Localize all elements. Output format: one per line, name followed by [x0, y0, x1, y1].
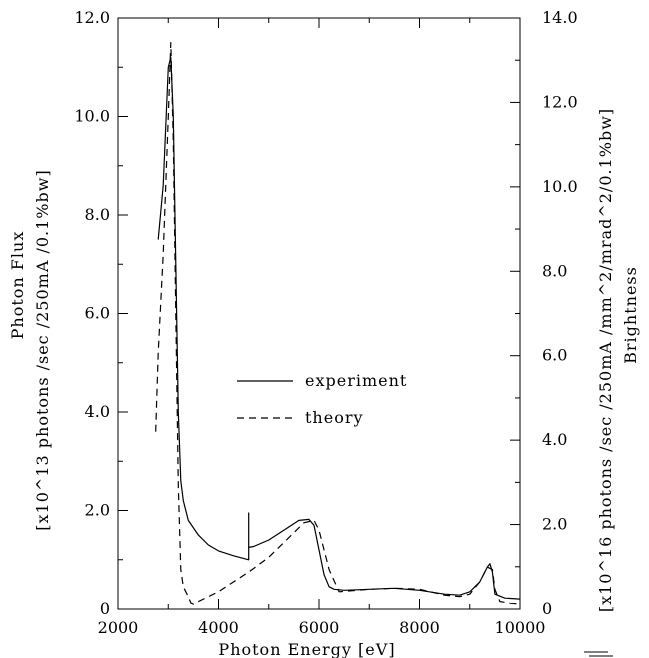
right-y-tick-label: 10.0 [542, 177, 578, 196]
x-tick-label: 6000 [299, 618, 340, 637]
series-line-experiment [157, 56, 521, 600]
right-y-tick-label: 4.0 [542, 430, 567, 449]
left-y-tick-label: 12.0 [74, 8, 110, 27]
series-line-theory [155, 42, 521, 605]
right-y-tick-label: 12.0 [542, 92, 578, 111]
left-y-tick-label: 10.0 [74, 107, 110, 126]
corner-mark [584, 651, 613, 657]
right-y-tick-label: 2.0 [542, 515, 567, 534]
legend: experiment theory [237, 371, 407, 427]
left-axis-title-line2: [x10^13 photons /sec /250mA /0.1%bw] [33, 169, 52, 530]
left-y-axis-ticks: 0 2.0 4.0 6.0 8.0 10.0 12.0 [74, 8, 128, 618]
x-tick-label: 8000 [399, 618, 440, 637]
left-y-tick-label: 0 [100, 599, 110, 618]
left-axis-title-line1: Photon Flux [8, 231, 27, 340]
right-y-tick-label: 6.0 [542, 346, 567, 365]
plot-frame [117, 17, 521, 610]
right-axis-title-line2: [x10^16 photons /sec /250mA /mm^2/mrad^2… [596, 108, 615, 612]
right-y-tick-label: 8.0 [542, 261, 567, 280]
x-axis-ticks: 2000 4000 6000 8000 10000 [98, 18, 546, 637]
left-y-tick-label: 6.0 [85, 304, 110, 323]
plot-border [117, 17, 521, 610]
legend-label-theory: theory [305, 408, 364, 427]
right-y-axis-ticks: 0 2.0 4.0 6.0 8.0 10.0 12.0 14.0 [510, 8, 578, 618]
x-axis-title: Photon Energy [eV] [218, 640, 395, 658]
x-tick-label: 4000 [198, 618, 239, 637]
left-y-tick-label: 4.0 [85, 402, 110, 421]
series-layer [155, 42, 521, 605]
x-tick-label: 10000 [495, 618, 546, 637]
right-y-tick-label: 0 [542, 599, 552, 618]
left-y-tick-label: 8.0 [85, 205, 110, 224]
right-y-tick-label: 14.0 [542, 8, 578, 27]
left-y-tick-label: 2.0 [85, 501, 110, 520]
right-axis-title-line1: Brightness [621, 266, 640, 364]
legend-label-experiment: experiment [305, 371, 407, 390]
x-tick-label: 2000 [98, 618, 139, 637]
